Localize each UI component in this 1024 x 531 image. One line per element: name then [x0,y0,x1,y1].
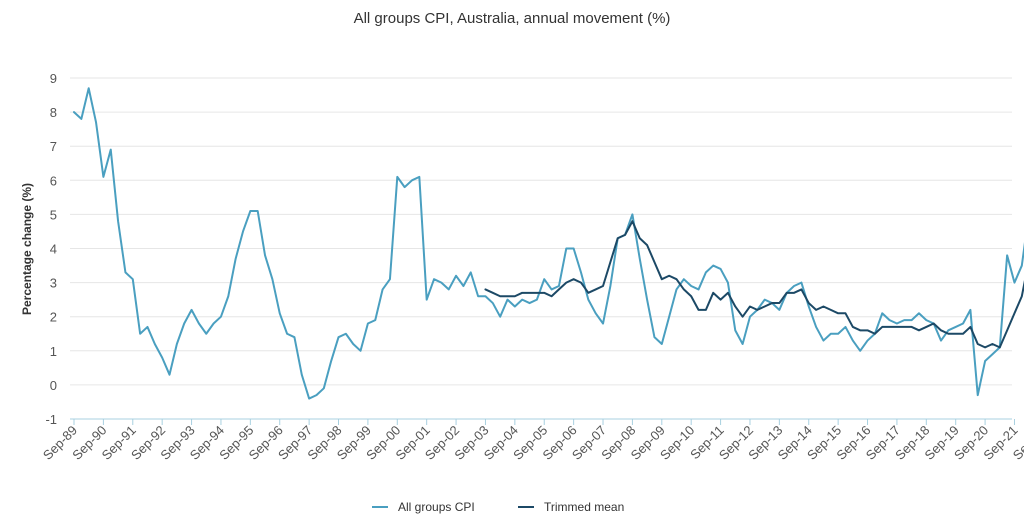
legend: All groups CPI Trimmed mean [0,500,1024,520]
y-axis-ticks: -1 0 1 2 3 4 5 6 7 8 9 [45,71,57,427]
legend-item-cpi[interactable]: All groups CPI [372,500,475,514]
chart-title: All groups CPI, Australia, annual moveme… [353,10,671,27]
series-line-trimmed-mean[interactable] [484,177,1024,349]
y-tick-label: 9 [50,71,57,86]
gridlines [70,77,1012,420]
x-axis: Sep-89Sep-90Sep-91Sep-92Sep-93Sep-94Sep-… [40,419,1024,463]
y-tick-label: 2 [50,310,57,325]
y-tick-label: 7 [50,139,57,154]
series-lines [73,87,1024,400]
y-tick-label: 4 [50,242,57,257]
y-tick-label: 5 [50,207,57,222]
y-tick-label: -1 [45,412,57,427]
legend-swatch-trimmed [518,506,534,508]
y-tick-label: 8 [50,105,57,120]
y-tick-label: 3 [50,276,57,291]
legend-item-trimmed[interactable]: Trimmed mean [518,500,624,514]
y-tick-label: 1 [50,344,57,359]
legend-label-cpi: All groups CPI [398,500,475,514]
y-axis-label: Percentage change (%) [20,183,34,315]
series-line-all-groups-cpi[interactable] [73,87,1024,400]
legend-label-trimmed: Trimmed mean [544,500,625,514]
legend-swatch-cpi [372,506,388,508]
y-tick-label: 0 [50,378,57,393]
y-tick-label: 6 [50,173,57,188]
